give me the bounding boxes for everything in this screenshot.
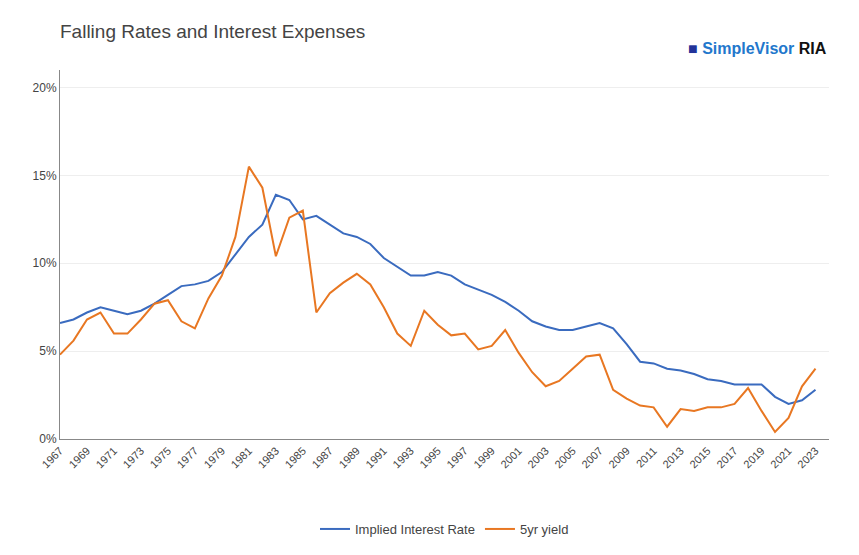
svg-text:2005: 2005 (552, 445, 578, 471)
svg-text:0%: 0% (39, 432, 57, 446)
svg-text:1997: 1997 (444, 445, 470, 471)
svg-text:2003: 2003 (525, 445, 551, 471)
svg-text:15%: 15% (33, 169, 57, 183)
svg-text:Falling Rates and Interest Exp: Falling Rates and Interest Expenses (60, 21, 365, 42)
svg-text:5yr yield: 5yr yield (520, 522, 568, 537)
svg-text:2021: 2021 (768, 445, 794, 471)
svg-text:1969: 1969 (66, 445, 92, 471)
svg-text:2017: 2017 (714, 445, 740, 471)
svg-text:1977: 1977 (174, 445, 200, 471)
svg-text:1999: 1999 (471, 445, 497, 471)
svg-text:10%: 10% (33, 256, 57, 270)
svg-text:1971: 1971 (93, 445, 119, 471)
svg-text:1985: 1985 (282, 445, 308, 471)
svg-text:2019: 2019 (741, 445, 767, 471)
svg-text:2007: 2007 (579, 445, 605, 471)
svg-text:2001: 2001 (498, 445, 524, 471)
svg-text:2023: 2023 (795, 445, 821, 471)
svg-text:1993: 1993 (390, 445, 416, 471)
svg-text:2011: 2011 (634, 445, 659, 470)
svg-text:1983: 1983 (255, 445, 281, 471)
svg-text:1995: 1995 (417, 445, 443, 471)
svg-text:1989: 1989 (336, 445, 362, 471)
svg-text:2009: 2009 (606, 445, 632, 471)
svg-text:5%: 5% (39, 344, 57, 358)
svg-text:2013: 2013 (660, 445, 686, 471)
svg-text:1967: 1967 (40, 445, 66, 471)
svg-text:1975: 1975 (147, 445, 173, 471)
svg-text:1973: 1973 (120, 445, 146, 471)
svg-text:20%: 20% (33, 81, 57, 95)
svg-text:■ SimpleVisor RIA: ■ SimpleVisor RIA (688, 40, 827, 57)
svg-text:1991: 1991 (363, 445, 389, 471)
svg-text:Implied Interest Rate: Implied Interest Rate (355, 522, 475, 537)
svg-text:1987: 1987 (309, 445, 335, 471)
svg-text:2015: 2015 (687, 445, 713, 471)
svg-text:1981: 1981 (228, 445, 254, 471)
svg-text:1979: 1979 (201, 445, 227, 471)
